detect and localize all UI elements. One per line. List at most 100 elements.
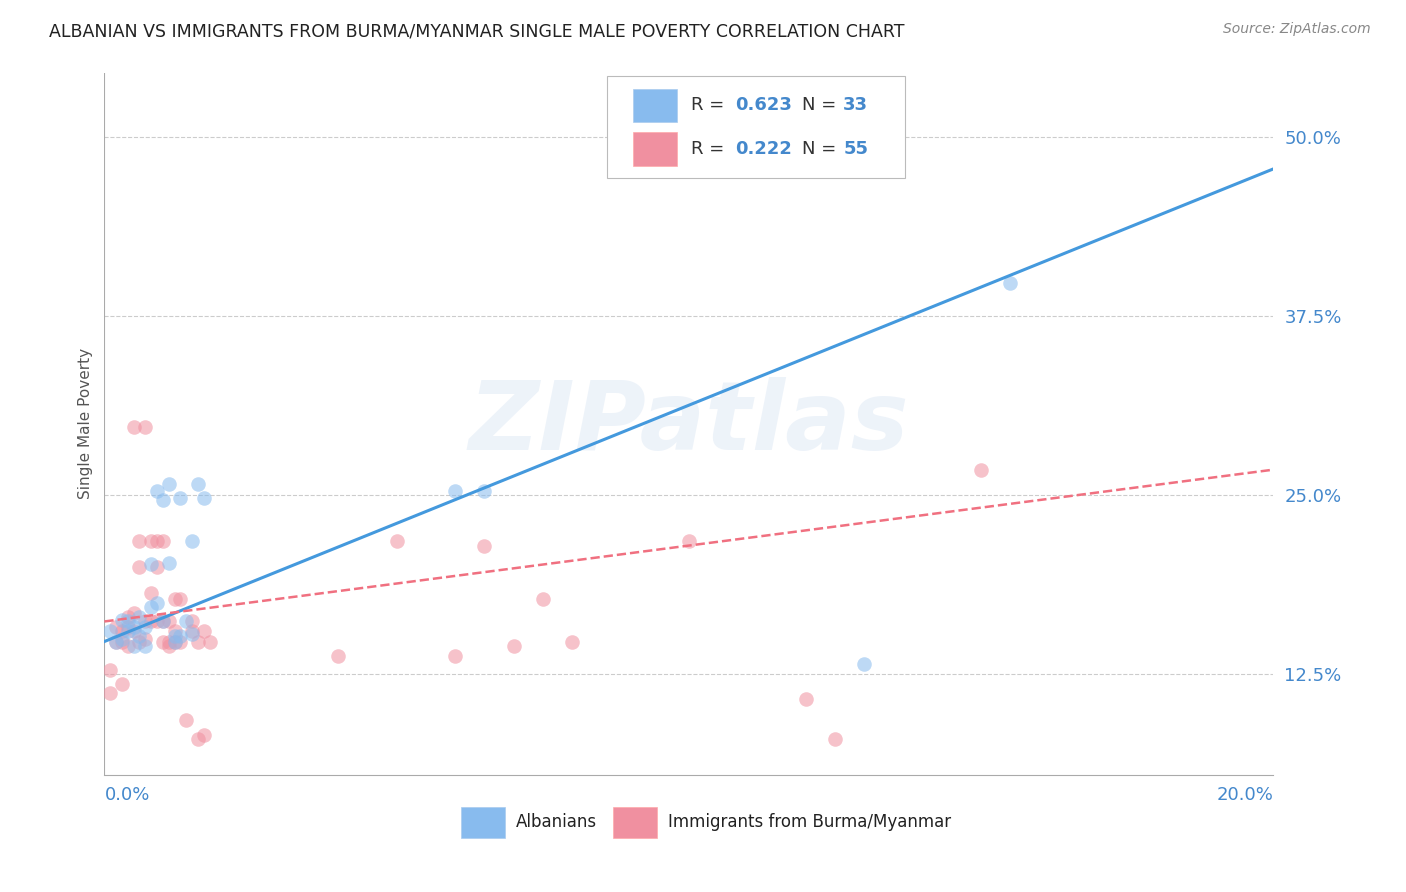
Text: R =: R = xyxy=(692,96,730,114)
Point xyxy=(134,639,156,653)
Point xyxy=(152,615,174,629)
Point xyxy=(146,484,169,499)
Y-axis label: Single Male Poverty: Single Male Poverty xyxy=(79,348,93,500)
Point xyxy=(853,657,876,672)
Point xyxy=(163,591,186,606)
Point xyxy=(139,615,162,629)
Point xyxy=(105,634,128,648)
Point xyxy=(134,632,156,646)
Bar xyxy=(633,88,678,122)
Text: ZIPatlas: ZIPatlas xyxy=(468,377,910,470)
Point xyxy=(169,591,191,606)
Point xyxy=(117,615,139,629)
Point xyxy=(128,610,150,624)
Point xyxy=(157,634,180,648)
Point xyxy=(105,620,128,634)
Point xyxy=(146,615,169,629)
Text: Source: ZipAtlas.com: Source: ZipAtlas.com xyxy=(1223,22,1371,37)
Point xyxy=(134,615,156,629)
Point xyxy=(98,624,121,639)
Point xyxy=(824,731,846,746)
Point xyxy=(111,677,134,691)
Point xyxy=(174,615,197,629)
Text: 0.623: 0.623 xyxy=(735,96,793,114)
Bar xyxy=(613,806,657,838)
Point xyxy=(128,629,150,643)
Point xyxy=(111,624,134,639)
Point xyxy=(531,591,554,606)
Point xyxy=(193,624,215,639)
Text: Albanians: Albanians xyxy=(516,814,598,831)
Text: Immigrants from Burma/Myanmar: Immigrants from Burma/Myanmar xyxy=(668,814,950,831)
Point xyxy=(139,557,162,571)
Point xyxy=(139,534,162,549)
Bar xyxy=(633,132,678,166)
Point xyxy=(128,560,150,574)
Point xyxy=(181,624,204,639)
Point xyxy=(193,728,215,742)
Point xyxy=(169,491,191,506)
Point xyxy=(117,639,139,653)
Point xyxy=(128,634,150,648)
Point xyxy=(146,596,169,610)
Point xyxy=(117,610,139,624)
Point xyxy=(152,615,174,629)
Text: ALBANIAN VS IMMIGRANTS FROM BURMA/MYANMAR SINGLE MALE POVERTY CORRELATION CHART: ALBANIAN VS IMMIGRANTS FROM BURMA/MYANMA… xyxy=(49,22,904,40)
Point xyxy=(152,634,174,648)
Point xyxy=(128,534,150,549)
Point xyxy=(163,634,186,648)
Point xyxy=(444,484,467,499)
Point xyxy=(678,534,700,549)
Point xyxy=(122,419,145,434)
Point xyxy=(1000,277,1022,291)
Point xyxy=(122,620,145,634)
Point xyxy=(98,686,121,700)
Point xyxy=(122,624,145,639)
Point xyxy=(328,648,350,663)
Point xyxy=(122,639,145,653)
Point xyxy=(187,634,209,648)
Point xyxy=(139,586,162,600)
Point xyxy=(105,634,128,648)
Text: 33: 33 xyxy=(844,96,868,114)
Text: R =: R = xyxy=(692,140,730,158)
Point xyxy=(157,615,180,629)
Point xyxy=(502,639,524,653)
Text: N =: N = xyxy=(803,140,842,158)
Point xyxy=(174,713,197,727)
Point xyxy=(472,484,495,499)
Point xyxy=(169,629,191,643)
Point xyxy=(134,620,156,634)
Point xyxy=(111,632,134,646)
Point xyxy=(970,463,993,477)
Point xyxy=(163,624,186,639)
Text: N =: N = xyxy=(803,96,842,114)
Point xyxy=(187,731,209,746)
Point xyxy=(385,534,408,549)
Bar xyxy=(461,806,505,838)
Point xyxy=(157,477,180,491)
Point xyxy=(152,492,174,507)
Point xyxy=(472,539,495,553)
Point xyxy=(198,634,221,648)
Text: 0.0%: 0.0% xyxy=(104,786,150,805)
Point xyxy=(157,639,180,653)
Point xyxy=(146,560,169,574)
Point xyxy=(163,634,186,648)
Point xyxy=(444,648,467,663)
Point xyxy=(139,600,162,615)
Point xyxy=(193,491,215,506)
Point xyxy=(157,556,180,570)
Point xyxy=(163,629,186,643)
Point xyxy=(794,691,817,706)
Point xyxy=(152,534,174,549)
Point xyxy=(181,627,204,641)
Point xyxy=(111,634,134,648)
Point xyxy=(561,634,583,648)
Point xyxy=(98,663,121,677)
Text: 0.222: 0.222 xyxy=(735,140,793,158)
Point xyxy=(169,634,191,648)
Text: 55: 55 xyxy=(844,140,868,158)
Point xyxy=(187,477,209,491)
Point xyxy=(181,615,204,629)
